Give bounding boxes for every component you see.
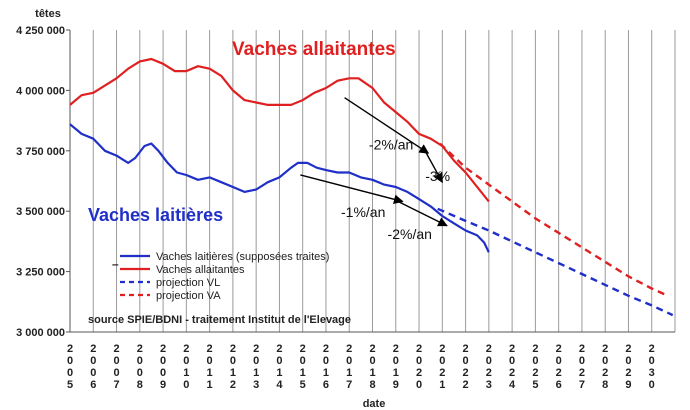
- source-note: source SPIE/BDNI - traitement Institut d…: [88, 314, 351, 326]
- grid: [69, 30, 676, 332]
- legend-label-3: projection VA: [156, 290, 221, 302]
- axes: 2 0 0 5 2 0 0 6 2 0 0 7 2 0 0 8 2 0 0 9 2 0 1 0 2 0 1 1 2 0 1 2 2 0 1 3 2 0 1 4…: [16, 25, 675, 391]
- trend-label-2: -1%/an: [341, 204, 385, 220]
- legend-dash-mark: –: [112, 257, 119, 271]
- legend: Vaches laitières (supposées traites)Vach…: [120, 251, 329, 302]
- series-label-va: Vaches allaitantes: [232, 39, 396, 60]
- y-tick-label-2: 3 500 000: [16, 206, 65, 218]
- series-line-projection-va: [439, 142, 669, 297]
- legend-label-2: projection VL: [156, 277, 220, 289]
- trend-label-3: -2%/an: [388, 226, 432, 242]
- series-line-vaches-allaitantes: [69, 57, 490, 203]
- y-axis-label: têtes: [35, 8, 61, 20]
- series-label-vl: Vaches laitières: [88, 205, 223, 225]
- y-tick-label-4: 4 000 000: [16, 85, 65, 97]
- y-tick-label-0: 3 000 000: [16, 327, 65, 339]
- trend-arrow-1: [423, 148, 443, 184]
- x-axis-label: date: [363, 398, 386, 410]
- y-tick-label-1: 3 250 000: [16, 267, 65, 279]
- labels: têtes date Vaches allaitantes Vaches lai…: [35, 8, 396, 410]
- series-line-vaches-laiti-res-suppos-es-traites-: [69, 123, 490, 253]
- legend-label-1: Vaches allaitantes: [156, 264, 245, 276]
- y-tick-label-5: 4 250 000: [16, 25, 65, 37]
- trend-arrow-3: [397, 200, 448, 227]
- trend-label-0: -2%/an: [369, 137, 413, 153]
- trend-arrow-2: [300, 174, 404, 205]
- annotations: -2%/an-3%-1%/an-2%/an: [300, 97, 450, 242]
- series-group: [69, 57, 674, 317]
- trend-arrow-0: [344, 97, 430, 154]
- y-tick-label-3: 3 750 000: [16, 146, 65, 158]
- legend-label-0: Vaches laitières (supposées traites): [156, 251, 329, 263]
- series-line-projection-vl: [437, 207, 674, 317]
- trend-label-1: -3%: [425, 168, 450, 184]
